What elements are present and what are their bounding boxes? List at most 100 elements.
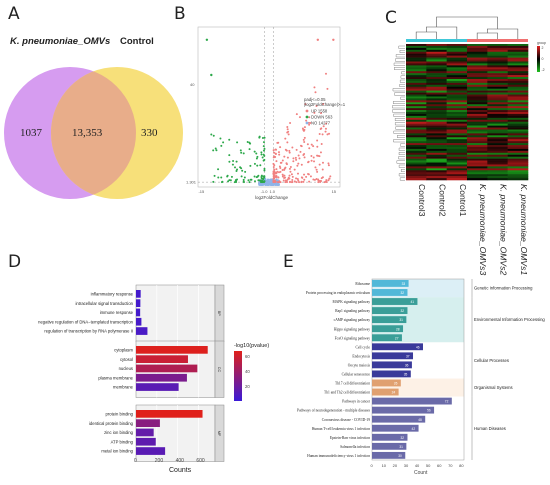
heatmap-cell <box>467 92 488 95</box>
heatmap-cell <box>446 156 468 159</box>
heatmap-cell <box>406 44 427 47</box>
point-up <box>288 149 291 152</box>
kegg-bar-value: 37 <box>406 354 410 358</box>
heatmap-cell <box>487 102 508 105</box>
heatmap-cell <box>507 44 529 47</box>
heatmap-cell <box>446 176 468 179</box>
point-up <box>284 179 287 182</box>
heatmap-cell <box>487 45 508 49</box>
heatmap-cell <box>507 119 529 123</box>
heatmap-column-label: Control3 <box>417 184 427 217</box>
point-up <box>298 157 301 160</box>
point-up <box>324 130 327 133</box>
go-term-label: cytosol <box>120 357 133 362</box>
heatmap-cell <box>487 178 508 181</box>
heatmap-cell <box>467 143 488 146</box>
heatmap-cell <box>507 123 529 126</box>
volcano-xlabel: log2FoldChange <box>255 195 289 200</box>
heatmap-cell <box>467 156 488 159</box>
heatmap-cell <box>426 49 447 53</box>
kegg-bar-value: 56 <box>427 409 431 413</box>
heatmap-cell <box>426 44 447 47</box>
heatmap-cell <box>487 121 508 124</box>
point-up <box>302 180 305 183</box>
point-up <box>294 156 297 159</box>
heatmap-cell <box>406 123 427 126</box>
heatmap-cell <box>507 51 529 55</box>
heatmap-cell <box>446 100 468 103</box>
heatmap-cell <box>446 135 468 138</box>
kegg-bar-value: 46 <box>416 345 420 349</box>
heatmap-cell <box>507 102 529 105</box>
heatmap-cell <box>507 92 529 95</box>
heatmap-cell <box>446 113 468 117</box>
heatmap-cell <box>446 55 468 58</box>
heatmap-row-dendrogram <box>400 143 405 147</box>
heatmap-cell <box>487 57 508 60</box>
point-down <box>213 174 216 177</box>
point-down <box>261 136 264 139</box>
heatmap-cell <box>487 162 508 165</box>
point-up <box>299 150 302 153</box>
heatmap-cell <box>446 146 468 150</box>
go-bar <box>136 290 141 298</box>
point-up <box>284 166 287 169</box>
heatmap-cell <box>487 112 508 115</box>
heatmap-cell <box>507 176 529 179</box>
point-down <box>247 179 250 182</box>
heatmap-cell <box>406 172 427 175</box>
heatmap-cell <box>507 75 529 78</box>
heatmap-cell <box>426 117 447 121</box>
point-up <box>315 104 318 107</box>
point-up <box>327 162 330 165</box>
heatmap-cell <box>467 125 488 128</box>
go-facet-bg <box>135 284 216 342</box>
heatmap-cell <box>406 148 427 152</box>
point-down <box>246 140 249 143</box>
point-down <box>239 149 242 152</box>
heatmap-cell <box>467 154 488 157</box>
go-term-label: protein binding <box>106 412 134 417</box>
heatmap-cell <box>446 59 468 62</box>
go-xtick: 200 <box>155 458 164 464</box>
point-up <box>308 116 311 119</box>
kegg-bar <box>372 307 408 314</box>
heatmap-cell <box>487 156 508 159</box>
heatmap-cell <box>507 47 529 51</box>
heatmap-cell <box>507 49 529 53</box>
heatmap-cell <box>446 65 468 68</box>
heatmap-cell <box>426 55 447 58</box>
point-up <box>308 180 311 183</box>
venn-set-right-label: Control <box>120 36 154 47</box>
go-bar <box>136 383 179 391</box>
heatmap-cell <box>507 55 529 58</box>
heatmap-cell <box>446 98 468 101</box>
heatmap-cell <box>426 137 447 140</box>
point-up <box>296 177 299 180</box>
point-up <box>277 151 280 154</box>
heatmap-cell <box>487 108 508 111</box>
point-down <box>210 133 213 136</box>
point-up <box>317 179 320 182</box>
heatmap-cell <box>406 129 427 132</box>
heatmap-cell <box>446 160 468 163</box>
go-facet-label: CC <box>217 367 221 373</box>
point-up <box>283 168 286 171</box>
heatmap-cell <box>487 164 508 167</box>
heatmap-cell <box>467 127 488 130</box>
point-up <box>310 159 313 162</box>
heatmap-cell <box>406 106 427 109</box>
heatmap-row-dendrogram <box>398 156 405 160</box>
heatmap-cell <box>446 63 468 66</box>
point-down <box>263 154 266 157</box>
point-down <box>244 170 247 173</box>
heatmap-cell <box>507 73 529 76</box>
kegg-term-label: Cellular senescence <box>342 373 371 377</box>
heatmap-cell <box>487 73 508 76</box>
heatmap-cell <box>467 61 488 64</box>
heatmap-cell <box>406 158 427 161</box>
kegg-bar-value: 35 <box>404 373 408 377</box>
venn-set-left-label: K. pneumoniae_OMVs <box>10 36 110 47</box>
panel-label-d: D <box>8 252 22 272</box>
